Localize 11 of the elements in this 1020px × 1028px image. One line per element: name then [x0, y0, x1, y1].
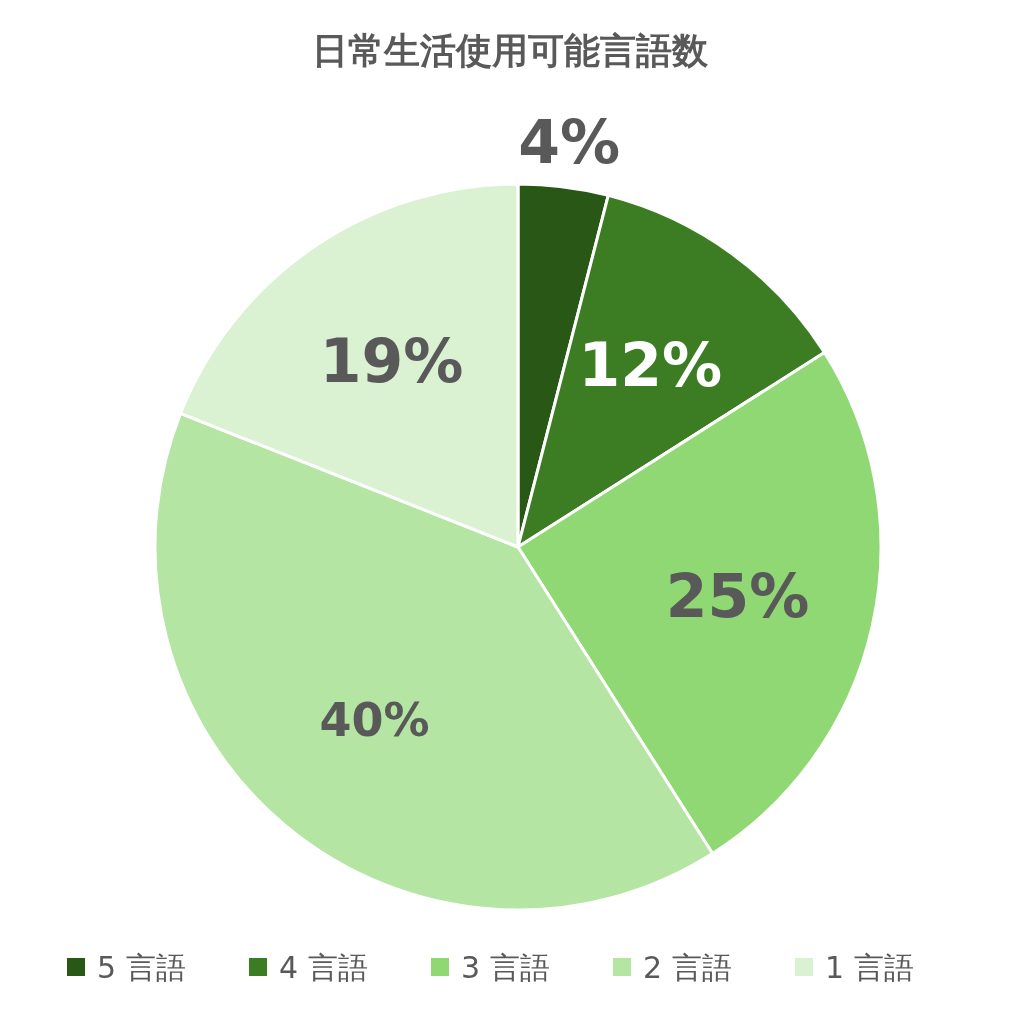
data-label: 40% — [319, 693, 430, 748]
legend-label: 2 言語 — [643, 949, 732, 985]
data-label: 25% — [665, 561, 810, 632]
legend-label: 1 言語 — [825, 949, 914, 985]
data-label: 4% — [518, 107, 621, 178]
data-label: 19% — [319, 325, 464, 396]
legend-label: 5 言語 — [97, 949, 186, 985]
chart-title: 日常生活使用可能言語数 — [312, 29, 709, 71]
legend-label: 4 言語 — [279, 949, 368, 985]
data-label: 12% — [578, 329, 723, 400]
legend-label: 3 言語 — [461, 949, 550, 985]
